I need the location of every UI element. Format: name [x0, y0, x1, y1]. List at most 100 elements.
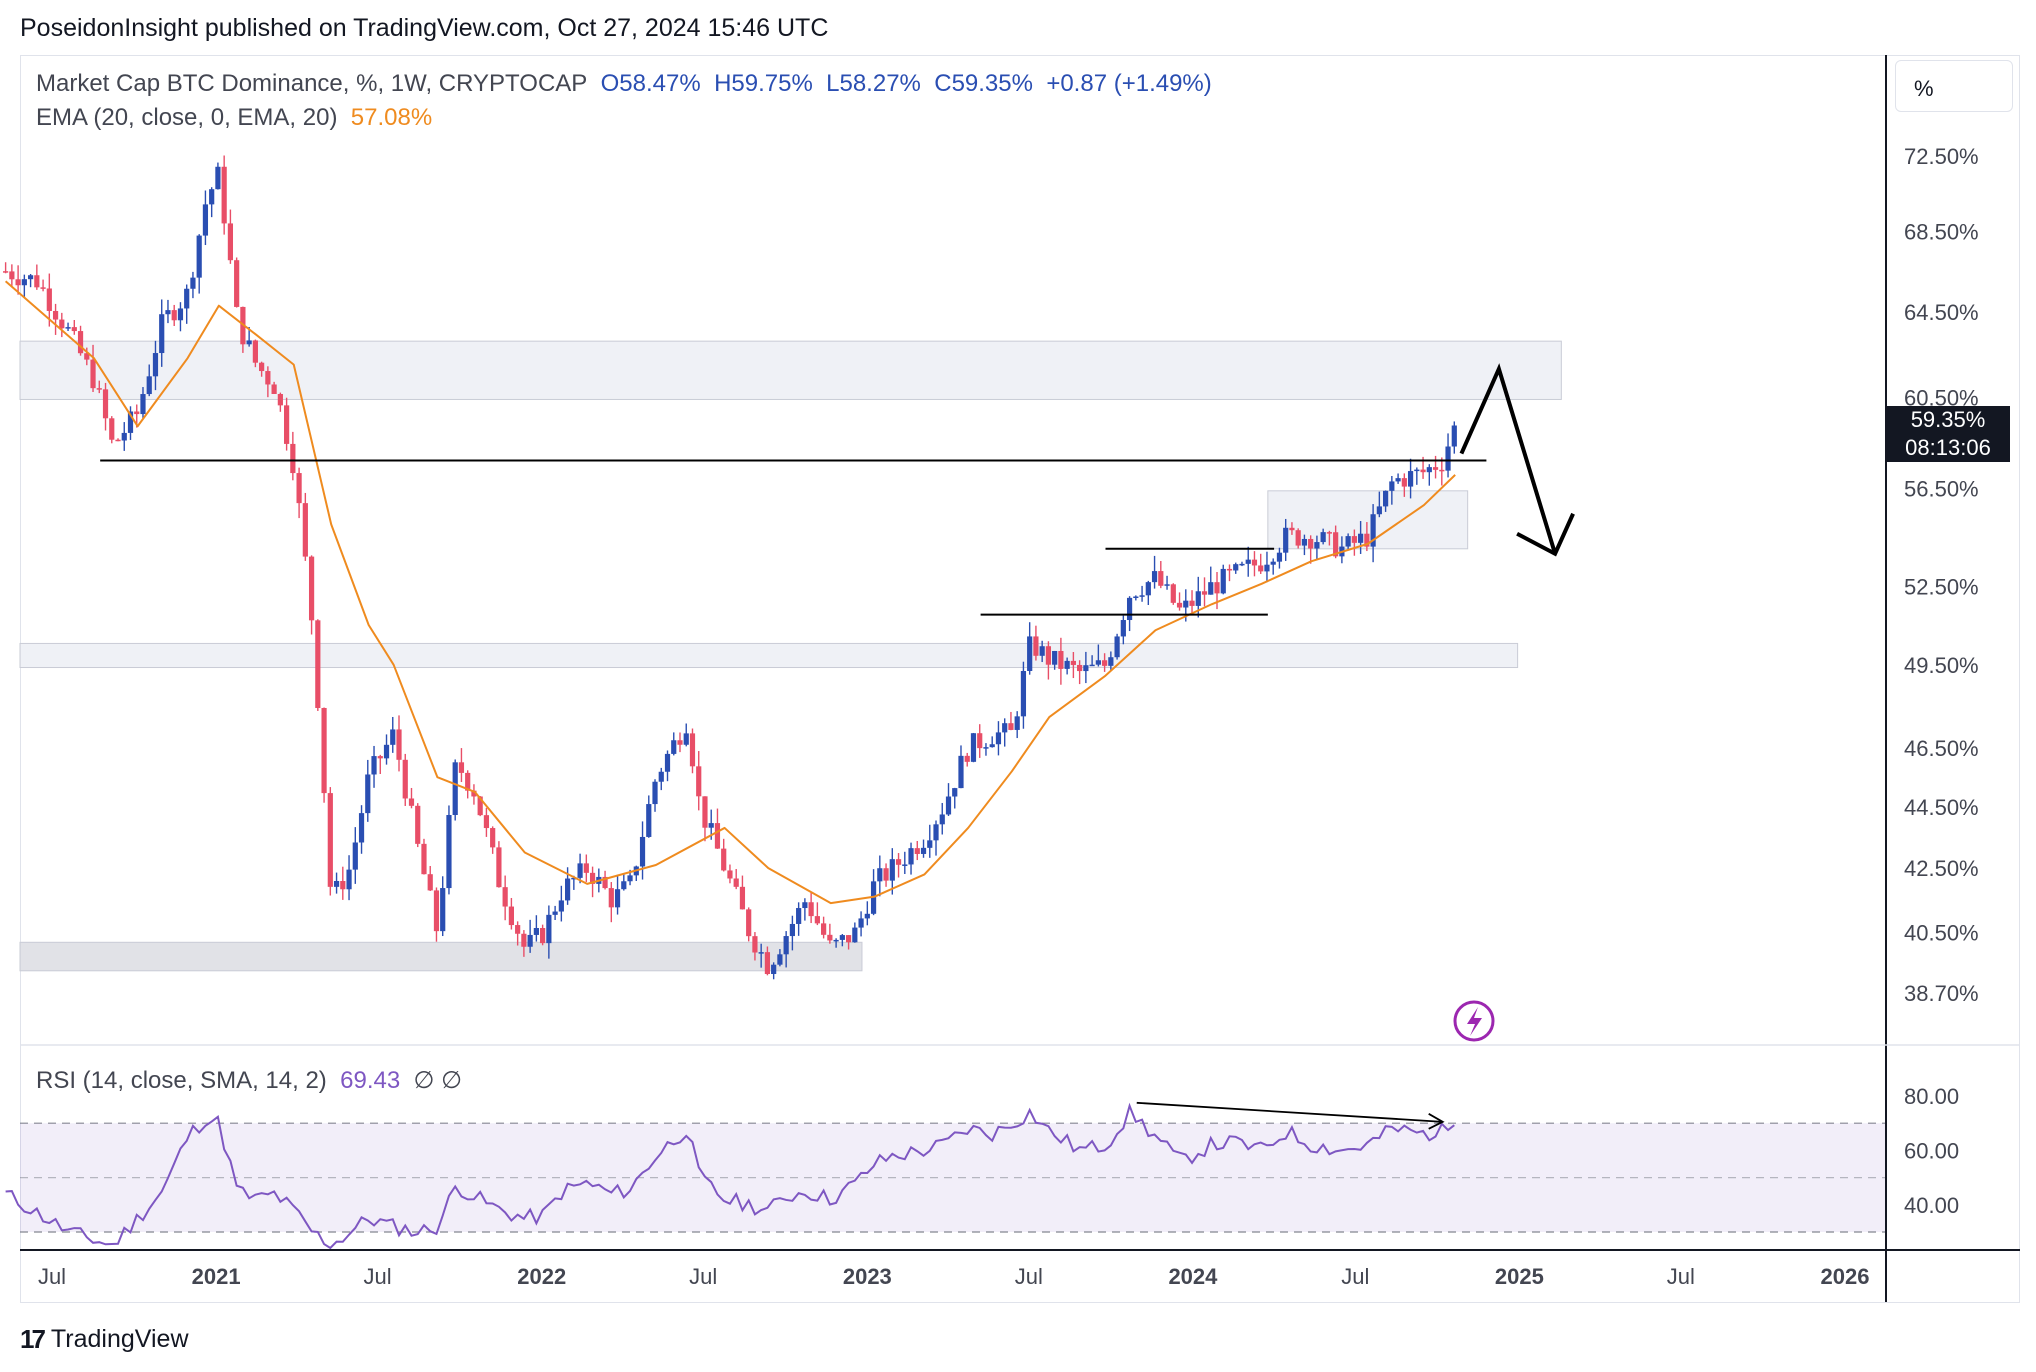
x-tick-label: Jul: [689, 1264, 717, 1289]
candle-body: [1158, 571, 1164, 586]
horizontal-lines-layer: [100, 459, 1487, 616]
chart-frame: [20, 55, 2020, 1303]
candle-body: [427, 874, 433, 891]
candle-body: [689, 733, 696, 767]
candle-body: [1451, 425, 1457, 447]
candle-body: [945, 796, 952, 815]
candle-body: [34, 275, 40, 288]
candle-body: [808, 902, 814, 917]
candle-body: [970, 733, 977, 762]
candle-body: [1270, 561, 1276, 565]
tradingview-logo-icon: 17: [20, 1324, 46, 1354]
candle-body: [1126, 597, 1133, 621]
candle-body: [165, 310, 171, 315]
candle-body: [333, 881, 340, 887]
candle-body: [1033, 636, 1039, 656]
zone-box: [19, 941, 863, 972]
candle-body: [927, 840, 933, 848]
candle-body: [308, 556, 315, 621]
candle-body: [15, 279, 21, 286]
candle-body: [1301, 538, 1308, 546]
candle-body: [583, 863, 589, 873]
candle-body: [727, 870, 733, 879]
candle-body: [440, 888, 446, 932]
candle-body: [221, 166, 227, 224]
candle-body: [71, 327, 77, 332]
candle-body: [65, 327, 71, 329]
alert-bolt-icon[interactable]: [1453, 1000, 1495, 1042]
candle-body: [321, 707, 327, 794]
candle-body: [1420, 469, 1426, 473]
x-tick-label: 2022: [517, 1264, 566, 1289]
candle-body: [1070, 660, 1076, 665]
y-tick-label: 64.50%: [1904, 300, 1979, 325]
candle-body: [1233, 564, 1239, 571]
candle-body: [627, 875, 633, 882]
candle-body: [1320, 532, 1326, 543]
candle-body: [821, 923, 827, 935]
candle-body: [1395, 478, 1401, 482]
legend-low: L58.27%: [826, 70, 921, 97]
candle-body: [708, 823, 714, 828]
candle-body: [1295, 530, 1301, 546]
candle-body: [1120, 620, 1126, 637]
candle-body: [1276, 552, 1283, 562]
candle-body: [290, 443, 296, 474]
candle-body: [652, 781, 658, 805]
candle-body: [939, 814, 945, 825]
candle-body: [159, 314, 165, 354]
candle-body: [402, 759, 408, 799]
candle-body: [433, 890, 440, 932]
rsi-legend[interactable]: RSI (14, close, SMA, 14, 2) 69.43 ∅ ∅: [36, 1066, 462, 1095]
candle-body: [515, 925, 521, 934]
zone-box: [19, 642, 1519, 669]
candle-body: [315, 620, 321, 708]
candle-body: [552, 911, 558, 915]
candle-body: [1108, 657, 1114, 666]
candle-body: [571, 877, 577, 880]
unit-toggle-button[interactable]: %: [1895, 60, 2013, 112]
candle-body: [814, 916, 820, 924]
legend-change: +0.87 (+1.49%): [1046, 70, 1212, 97]
divergence-line: [1136, 1101, 1443, 1123]
candle-body: [146, 376, 152, 395]
main-legend[interactable]: Market Cap BTC Dominance, %, 1W, CRYPTOC…: [36, 70, 1212, 98]
candle-body: [1239, 563, 1245, 566]
candle-body: [1039, 646, 1045, 656]
ema-legend[interactable]: EMA (20, close, 0, EMA, 20) 57.08%: [36, 104, 432, 132]
candle-body: [1326, 532, 1333, 534]
bar-countdown-label: 08:13:06: [1886, 434, 2010, 462]
publisher-line: PoseidonInsight published on TradingView…: [20, 14, 829, 42]
candle-body: [490, 828, 496, 848]
candle-body: [227, 223, 234, 261]
candle-body: [352, 842, 358, 870]
candle-body: [1358, 533, 1364, 543]
divergence-arrow-head: [1428, 1113, 1445, 1130]
candle-body: [1014, 716, 1020, 730]
candle-body: [1364, 533, 1370, 547]
candle-body: [40, 287, 46, 289]
candle-body: [415, 805, 421, 844]
candle-body: [1445, 446, 1451, 471]
candle-body: [952, 788, 958, 797]
candle-body: [471, 790, 477, 797]
x-tick-label: Jul: [1667, 1264, 1695, 1289]
candle-body: [59, 319, 65, 329]
rsi-tick-label: 60.00: [1904, 1138, 1959, 1163]
candle-body: [1095, 660, 1101, 665]
candle-body: [1058, 650, 1064, 669]
candle-body: [833, 939, 839, 942]
candle-body: [889, 859, 895, 881]
candle-body: [21, 279, 27, 286]
last-price-label: 59.35%: [1886, 406, 2010, 434]
candle-body: [277, 393, 283, 406]
tradingview-logo[interactable]: 17 TradingView: [20, 1324, 189, 1355]
candle-body: [602, 876, 608, 889]
candle-body: [1139, 595, 1145, 597]
projection-layer: [1459, 363, 1575, 557]
candle-body: [1226, 568, 1233, 571]
candle-body: [215, 166, 221, 190]
candle-body: [508, 906, 515, 926]
x-tick-label: Jul: [1341, 1264, 1369, 1289]
